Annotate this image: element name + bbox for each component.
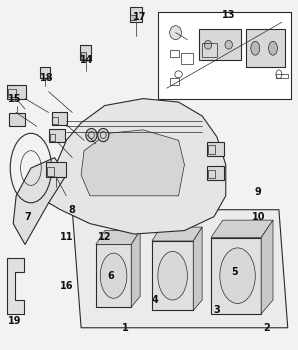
Bar <box>40 67 50 78</box>
Text: 9: 9 <box>255 187 262 197</box>
Ellipse shape <box>100 253 127 298</box>
Bar <box>81 52 86 59</box>
Ellipse shape <box>158 251 187 300</box>
Text: 13: 13 <box>222 10 235 20</box>
Text: 11: 11 <box>60 232 73 243</box>
Bar <box>80 45 91 61</box>
Polygon shape <box>152 227 202 241</box>
Ellipse shape <box>204 41 212 49</box>
Text: 12: 12 <box>98 232 111 243</box>
Text: 6: 6 <box>107 271 114 281</box>
Bar <box>46 162 66 177</box>
Bar <box>52 112 67 125</box>
Bar <box>246 29 285 67</box>
Bar <box>8 89 16 97</box>
Bar <box>49 129 65 142</box>
Text: 18: 18 <box>40 73 54 83</box>
Polygon shape <box>81 130 184 196</box>
Bar <box>207 166 224 180</box>
Bar <box>46 167 54 176</box>
Text: 16: 16 <box>60 281 73 291</box>
Text: 2: 2 <box>264 323 271 333</box>
Polygon shape <box>261 220 273 314</box>
Bar <box>7 85 27 99</box>
Bar <box>52 117 58 124</box>
Polygon shape <box>7 258 24 314</box>
Bar <box>158 12 291 99</box>
Text: 7: 7 <box>24 212 31 222</box>
Ellipse shape <box>220 248 255 303</box>
Bar <box>181 54 193 64</box>
Polygon shape <box>152 241 193 310</box>
Polygon shape <box>211 238 261 314</box>
Bar <box>170 78 179 85</box>
Bar <box>207 142 224 156</box>
Bar <box>199 29 240 61</box>
Text: 3: 3 <box>214 306 220 315</box>
Bar <box>208 146 215 154</box>
Polygon shape <box>49 99 226 234</box>
Text: 1: 1 <box>122 323 129 333</box>
Text: 14: 14 <box>80 55 94 65</box>
Text: 4: 4 <box>151 295 158 305</box>
Ellipse shape <box>268 41 277 55</box>
Polygon shape <box>13 158 66 244</box>
Ellipse shape <box>251 41 260 55</box>
Text: 8: 8 <box>69 205 76 215</box>
Bar <box>130 7 142 22</box>
Polygon shape <box>193 227 202 310</box>
Bar <box>276 74 288 78</box>
Bar <box>9 113 25 126</box>
Ellipse shape <box>225 41 232 49</box>
Ellipse shape <box>170 26 181 40</box>
Text: 19: 19 <box>8 316 21 326</box>
Polygon shape <box>96 244 131 307</box>
Bar <box>202 43 217 57</box>
Ellipse shape <box>86 128 97 142</box>
Bar <box>49 134 55 141</box>
Polygon shape <box>211 220 273 238</box>
Polygon shape <box>72 210 288 328</box>
Text: 5: 5 <box>231 267 238 277</box>
Text: 17: 17 <box>134 12 147 22</box>
Polygon shape <box>131 231 140 307</box>
Bar <box>131 15 136 21</box>
Polygon shape <box>96 231 140 244</box>
Ellipse shape <box>98 128 109 142</box>
Bar <box>170 50 179 57</box>
Text: 15: 15 <box>8 93 21 104</box>
Bar <box>208 170 215 178</box>
Text: 10: 10 <box>252 212 265 222</box>
